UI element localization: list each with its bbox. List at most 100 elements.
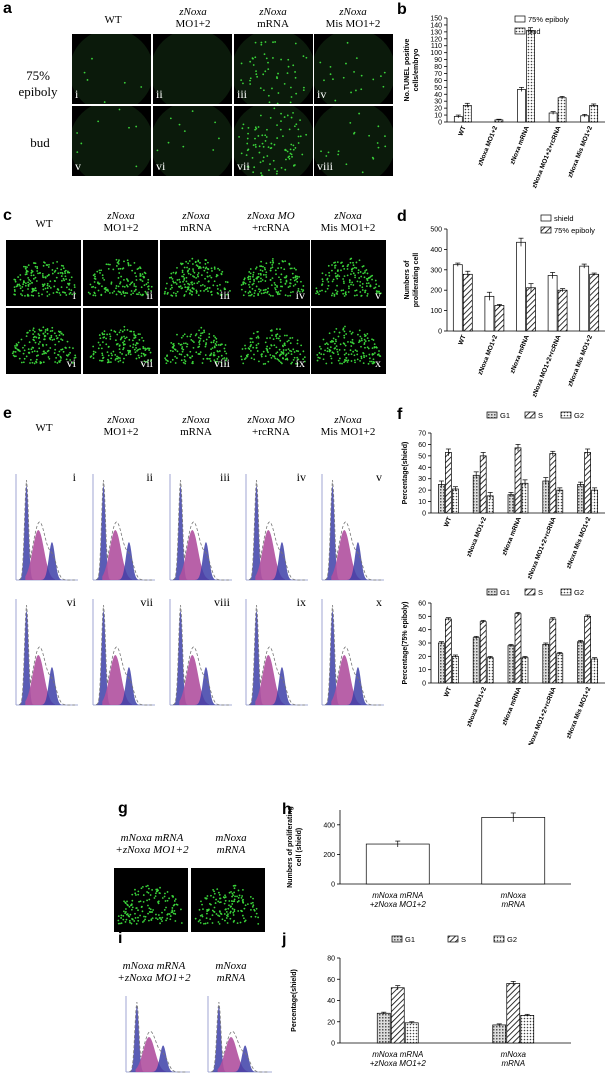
proliferating-dot (169, 277, 171, 279)
proliferating-dot (33, 278, 35, 280)
proliferating-dot (133, 920, 135, 922)
proliferating-dot (205, 263, 207, 265)
proliferating-dot (359, 259, 361, 261)
tunel-dot (269, 101, 271, 103)
proliferating-dot (350, 341, 352, 343)
proliferating-dot (372, 353, 374, 355)
proliferating-dot (340, 269, 342, 271)
y-tick-label: 10 (418, 667, 426, 674)
proliferating-dot (135, 344, 137, 346)
tunel-dot (284, 149, 286, 151)
proliferating-dot (170, 915, 172, 917)
proliferating-dot (175, 898, 177, 900)
proliferating-dot (361, 286, 363, 288)
proliferating-dot (271, 284, 273, 286)
proliferating-dot (344, 354, 346, 356)
tunel-dot (372, 79, 374, 81)
category-label-line: +zNoxa MO1+2 (370, 1059, 427, 1068)
proliferating-dot (206, 272, 208, 274)
proliferating-dot (369, 286, 371, 288)
proliferating-dot (250, 350, 252, 352)
row-label-line: bud (10, 137, 70, 149)
tunel-dot (84, 72, 86, 74)
tunel-dot (259, 145, 261, 147)
proliferating-dot (131, 894, 133, 896)
title-text: zNoxa (107, 414, 135, 426)
histogram-plot (238, 593, 312, 713)
title-text: zNoxa MO (247, 414, 294, 426)
bar (558, 290, 567, 331)
proliferating-dot (213, 352, 215, 354)
proliferating-dot (198, 353, 200, 355)
embryo-dots (191, 868, 265, 932)
proliferating-dot (208, 909, 210, 911)
proliferating-dot (359, 285, 361, 287)
proliferating-dot (195, 918, 197, 920)
proliferating-dot (144, 272, 146, 274)
tile-numeral: ii (156, 87, 163, 102)
proliferating-dot (214, 346, 216, 348)
proliferating-dot (155, 914, 157, 916)
category-label-line: mRNA (501, 1059, 525, 1068)
proliferating-dot (282, 261, 284, 263)
proliferating-dot (43, 261, 45, 263)
legend-swatch (525, 412, 535, 418)
proliferating-dot (372, 347, 374, 349)
proliferating-dot (155, 895, 157, 897)
proliferating-dot (157, 901, 159, 903)
proliferating-dot (252, 288, 254, 290)
proliferating-dot (98, 290, 100, 292)
proliferating-dot (258, 281, 260, 283)
proliferating-dot (360, 276, 362, 278)
proliferating-dot (127, 286, 129, 288)
proliferating-dot (212, 347, 214, 349)
proliferating-dot (203, 923, 205, 925)
proliferating-dot (245, 904, 247, 906)
proliferating-dot (119, 283, 121, 285)
tunel-dot (347, 42, 349, 44)
proliferating-dot (260, 289, 262, 291)
proliferating-dot (276, 337, 278, 339)
legend-label: bud (528, 27, 541, 36)
proliferating-dot (137, 890, 139, 892)
proliferating-dot (274, 358, 276, 360)
cell-cycle-histogram: vi (8, 593, 82, 713)
proliferating-dot (164, 896, 166, 898)
tunel-dot (179, 124, 181, 126)
tile-numeral: iii (237, 87, 247, 102)
cell-cycle-histogram: viii (162, 593, 236, 713)
chart-b-tunel: b0102030405060708090100110120130140150No… (395, 0, 611, 200)
proliferating-dot (219, 894, 221, 896)
proliferating-dot (213, 335, 215, 337)
bar (493, 1025, 506, 1043)
proliferating-dot (219, 911, 221, 913)
proliferating-dot (104, 291, 106, 293)
tunel-dot (295, 123, 297, 125)
proliferating-dot (258, 288, 260, 290)
proliferating-dot (61, 272, 63, 274)
proliferating-dot (120, 281, 122, 283)
tunel-dot (305, 134, 307, 136)
proliferating-dot (361, 338, 363, 340)
proliferating-dot (354, 267, 356, 269)
proliferating-dot (319, 352, 321, 354)
bar (515, 448, 521, 513)
proliferating-dot (345, 352, 347, 354)
proliferating-dot (362, 272, 364, 274)
title-line: zNoxa MO (233, 210, 309, 222)
proliferating-dot (131, 923, 133, 925)
proliferating-dot (270, 330, 272, 332)
proliferating-dot (37, 354, 39, 356)
proliferating-dot (252, 902, 254, 904)
proliferating-dot (42, 353, 44, 355)
proliferating-dot (162, 897, 164, 899)
proliferating-dot (130, 264, 132, 266)
proliferating-dot (120, 339, 122, 341)
proliferating-dot (207, 290, 209, 292)
proliferating-dot (200, 335, 202, 337)
proliferating-dot (183, 342, 185, 344)
proliferating-dot (206, 898, 208, 900)
bar (438, 643, 444, 683)
histogram-plot (118, 990, 194, 1080)
